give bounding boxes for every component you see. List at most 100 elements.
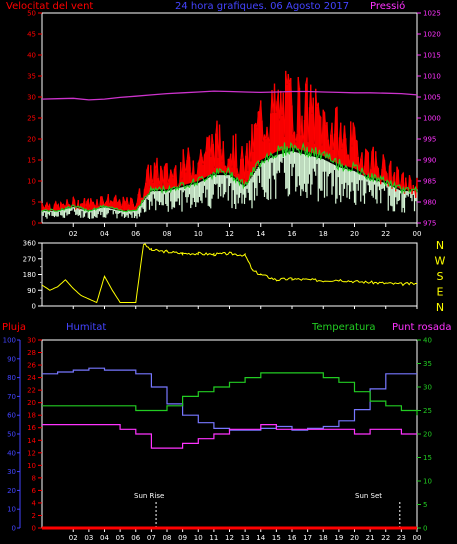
humidity-y-tick-label: 0 xyxy=(12,525,16,533)
wind-direction-series xyxy=(41,243,418,304)
direction-y-tick-label: 0 xyxy=(32,303,36,311)
direction-label-n: N xyxy=(436,301,444,314)
climate-x-tick-label: 06 xyxy=(131,534,140,542)
wind-x-tick-label: 10 xyxy=(194,230,203,238)
climate-x-tick-label: 17 xyxy=(303,534,312,542)
wind-average-line xyxy=(41,141,418,213)
temp-left-y-tick-label: 12 xyxy=(27,449,36,457)
climate-x-tick-label: 18 xyxy=(319,534,328,542)
wind-x-tick-label: 02 xyxy=(69,230,78,238)
wind-gust-series xyxy=(41,70,418,211)
humidity-y-tick-label: 40 xyxy=(7,449,16,457)
temp-left-y-tick-label: 0 xyxy=(32,525,36,533)
pressure-y-tick-label: 985 xyxy=(423,178,436,186)
wind-y-tick-label: 45 xyxy=(27,31,36,39)
wind-x-tick-label: 00 xyxy=(413,230,422,238)
wind-x-tick-label: 06 xyxy=(131,230,140,238)
direction-y-tick-label: 360 xyxy=(23,240,36,248)
climate-x-tick-label: 21 xyxy=(366,534,375,542)
climate-x-tick-label: 09 xyxy=(178,534,187,542)
climate-x-tick-label: 14 xyxy=(256,534,265,542)
temp-left-y-tick-label: 2 xyxy=(32,512,36,520)
climate-x-tick-label: 04 xyxy=(100,534,109,542)
wind-gust-line xyxy=(41,70,418,211)
direction-y-tick-label: 270 xyxy=(23,255,36,263)
climate-x-tick-label: 16 xyxy=(288,534,297,542)
climate-x-tick-label: 13 xyxy=(241,534,250,542)
wind-direction-line xyxy=(41,243,418,304)
climate-x-tick-label: 10 xyxy=(194,534,203,542)
pressure-y-tick-label: 1005 xyxy=(423,94,441,102)
temp-left-y-tick-label: 28 xyxy=(27,349,36,357)
temp-right-y-tick-label: 5 xyxy=(423,501,427,509)
wind-axes: 0510152025303540455097598098599099510001… xyxy=(27,10,441,239)
climate-x-tick-label: 02 xyxy=(69,534,78,542)
temp-right-y-tick-label: 0 xyxy=(423,525,427,533)
temp-left-y-tick-label: 4 xyxy=(32,499,37,507)
temp-left-y-tick-label: 30 xyxy=(27,337,36,345)
pressure-y-tick-label: 980 xyxy=(423,199,436,207)
series-punt-rosada xyxy=(42,424,417,449)
direction-label-s: S xyxy=(437,270,444,283)
wind-y-tick-label: 0 xyxy=(32,220,36,228)
humidity-label: Humitat xyxy=(66,322,106,333)
rain-label: Pluja xyxy=(2,322,26,333)
wind-x-tick-label: 22 xyxy=(381,230,390,238)
temp-left-y-tick-label: 26 xyxy=(27,362,36,370)
series-humitat xyxy=(42,367,417,431)
climate-x-tick-label: 03 xyxy=(84,534,93,542)
direction-label-n: N xyxy=(436,239,444,252)
pressure-y-tick-label: 1000 xyxy=(423,115,441,123)
climate-x-tick-label: 15 xyxy=(272,534,281,542)
sun-set-label: Sun Set xyxy=(355,492,382,500)
wind-x-tick-label: 04 xyxy=(100,230,109,238)
temp-left-y-tick-label: 14 xyxy=(27,437,36,445)
direction-label-e: E xyxy=(437,286,444,299)
climate-x-tick-label: 00 xyxy=(413,534,422,542)
temperature-label: Temperatura xyxy=(311,322,376,333)
climate-x-tick-label: 19 xyxy=(334,534,343,542)
wind-x-tick-label: 08 xyxy=(163,230,172,238)
climate-x-tick-label: 12 xyxy=(225,534,234,542)
wind-y-tick-label: 15 xyxy=(27,157,36,165)
chart-title: 24 hora grafiques. 06 Agosto 2017 xyxy=(175,1,349,12)
wind-speed-label: Velocitat del vent xyxy=(6,1,93,12)
pressure-y-tick-label: 1025 xyxy=(423,10,441,18)
climate-x-tick-label: 23 xyxy=(397,534,406,542)
wind-x-tick-label: 16 xyxy=(288,230,297,238)
wind-y-tick-label: 35 xyxy=(27,73,36,81)
climate-axes: 0102030405060708090100024681012141618202… xyxy=(3,337,432,543)
climate-series xyxy=(42,367,418,530)
sun-rise-label: Sun Rise xyxy=(134,492,164,500)
temp-right-y-tick-label: 40 xyxy=(423,337,432,345)
wind-x-tick-label: 18 xyxy=(319,230,328,238)
temp-left-y-tick-label: 16 xyxy=(27,424,36,432)
pressure-series xyxy=(41,90,418,101)
climate-x-tick-label: 20 xyxy=(350,534,359,542)
pressure-y-tick-label: 975 xyxy=(423,220,436,228)
wind-y-tick-label: 5 xyxy=(32,199,36,207)
pressure-label: Pressió xyxy=(370,0,405,12)
temp-right-y-tick-label: 10 xyxy=(423,478,432,486)
temp-right-y-tick-label: 25 xyxy=(423,407,432,415)
direction-axes: 0 90 180 270 360 xyxy=(23,240,418,311)
temp-left-y-tick-label: 20 xyxy=(27,399,36,407)
climate-x-tick-label: 07 xyxy=(147,534,156,542)
temp-left-y-tick-label: 10 xyxy=(27,462,36,470)
temp-right-y-tick-label: 35 xyxy=(423,360,432,368)
climate-x-tick-label: 22 xyxy=(381,534,390,542)
climate-x-tick-label: 08 xyxy=(163,534,172,542)
humidity-y-tick-label: 60 xyxy=(7,412,16,420)
humidity-y-tick-label: 20 xyxy=(7,487,16,495)
humidity-y-tick-label: 80 xyxy=(7,374,16,382)
temp-left-y-tick-label: 18 xyxy=(27,412,36,420)
wind-y-tick-label: 25 xyxy=(27,115,36,123)
wind-average-series xyxy=(41,141,418,213)
temp-right-y-tick-label: 15 xyxy=(423,454,432,462)
temp-left-y-tick-label: 8 xyxy=(32,474,36,482)
wind-y-tick-label: 20 xyxy=(27,136,36,144)
humidity-y-tick-label: 100 xyxy=(3,337,16,345)
